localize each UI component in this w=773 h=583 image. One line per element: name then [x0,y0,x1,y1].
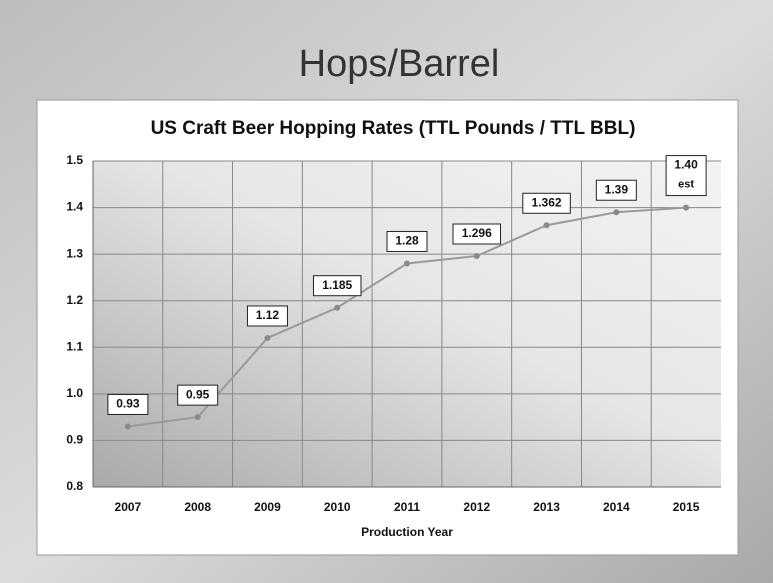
data-point [264,335,270,341]
page: Hops/Barrel US Craft Beer Hopping Rates … [0,0,773,583]
value-label: 0.95 [186,387,210,401]
slide: Hops/Barrel US Craft Beer Hopping Rates … [0,0,773,583]
data-point [544,222,550,228]
value-label: 1.39 [605,182,629,196]
x-tick-label: 2009 [254,500,281,514]
slide-title: Hops/Barrel [299,43,500,85]
x-axis-label: Production Year [361,525,453,539]
y-tick-label: 1.5 [66,153,83,167]
value-label: 1.40 [674,158,698,172]
data-point [683,205,689,211]
value-label: 1.28 [395,234,419,248]
estimate-note: est [678,178,694,190]
x-tick-label: 2012 [463,500,490,514]
data-point [125,423,131,429]
data-point [474,253,480,259]
x-tick-label: 2013 [533,500,560,514]
x-tick-label: 2014 [603,500,630,514]
value-label: 0.93 [116,397,140,411]
data-point [613,209,619,215]
value-label: 1.12 [256,308,280,322]
x-tick-label: 2008 [184,500,211,514]
x-tick-label: 2010 [324,500,351,514]
y-tick-label: 1.3 [66,246,83,260]
data-point [195,414,201,420]
value-label: 1.185 [322,278,352,292]
y-tick-label: 1.1 [66,339,83,353]
x-tick-label: 2007 [115,500,142,514]
y-tick-label: 0.9 [66,433,83,447]
y-tick-label: 0.8 [66,479,83,493]
x-tick-label: 2011 [394,500,420,514]
value-label: 1.296 [462,226,492,240]
data-point [334,305,340,311]
y-tick-label: 1.4 [66,200,83,214]
data-point [404,260,410,266]
plot-area [93,161,721,487]
y-tick-label: 1.0 [66,386,83,400]
x-tick-label: 2015 [673,500,700,514]
value-label: 1.362 [532,195,562,209]
chart-title: US Craft Beer Hopping Rates (TTL Pounds … [151,118,636,139]
y-tick-label: 1.2 [66,293,83,307]
